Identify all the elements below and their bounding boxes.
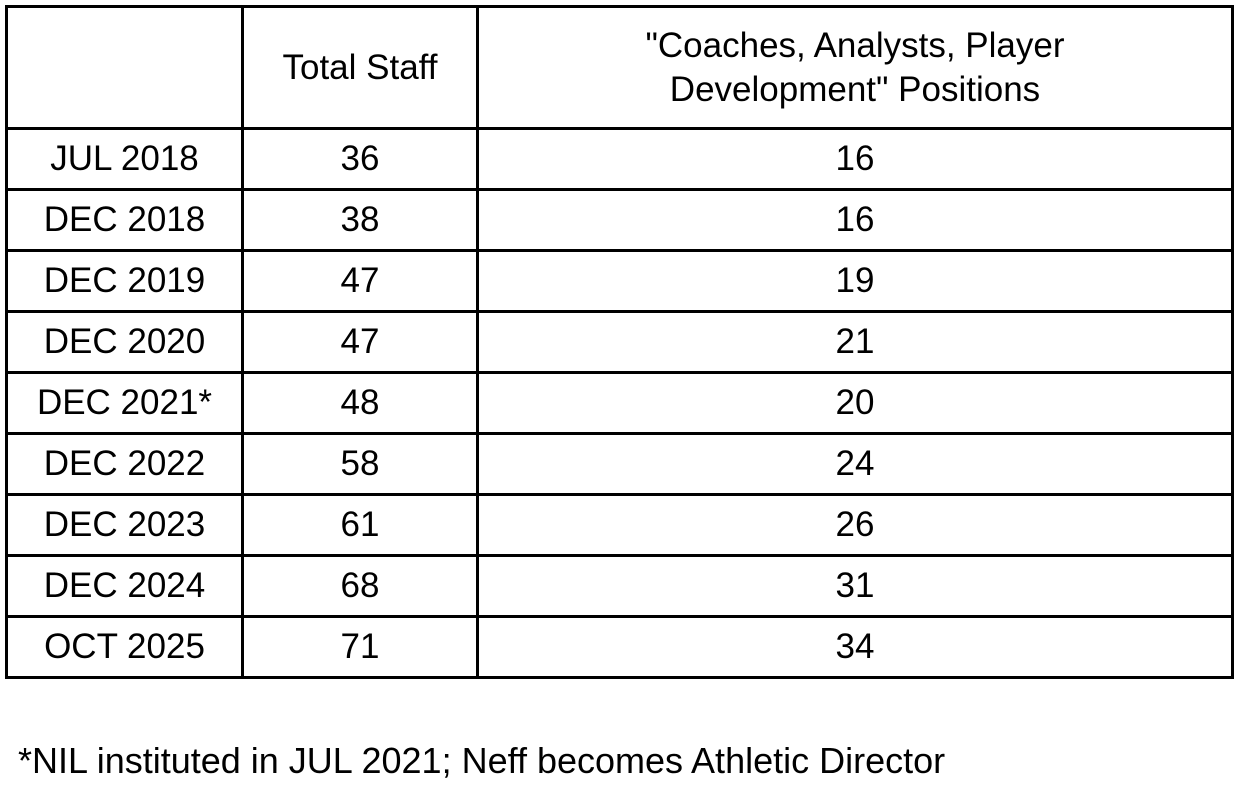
- staff-table: Total Staff "Coaches, Analysts, Player D…: [5, 5, 1234, 679]
- table-cell: DEC 2019: [5, 249, 244, 313]
- table-cell: 47: [241, 310, 479, 374]
- table-cell: 34: [476, 615, 1234, 679]
- table-cell: 19: [476, 249, 1234, 313]
- table-cell: 68: [241, 554, 479, 618]
- table-cell: JUL 2018: [5, 127, 244, 191]
- table-cell: 71: [241, 615, 479, 679]
- table-cell: DEC 2024: [5, 554, 244, 618]
- table-row: DEC 2024 68 31: [5, 554, 1234, 618]
- table-row: DEC 2021* 48 20: [5, 371, 1234, 435]
- table-body: JUL 2018 36 16 DEC 2018 38 16 DEC 2019 47 19 DEC …: [5, 127, 1234, 679]
- table-cell: 24: [476, 432, 1234, 496]
- table-cell: 36: [241, 127, 479, 191]
- table-cell: DEC 2023: [5, 493, 244, 557]
- table-cell: DEC 2022: [5, 432, 244, 496]
- table-cell: DEC 2020: [5, 310, 244, 374]
- table-cell: 20: [476, 371, 1234, 435]
- table-row: DEC 2023 61 26: [5, 493, 1234, 557]
- table-cell: 16: [476, 127, 1234, 191]
- table-row: DEC 2018 38 16: [5, 188, 1234, 252]
- table-cell: DEC 2021*: [5, 371, 244, 435]
- table-cell: 48: [241, 371, 479, 435]
- table-row: DEC 2019 47 19: [5, 249, 1234, 313]
- table-cell: DEC 2018: [5, 188, 244, 252]
- table-cell: 38: [241, 188, 479, 252]
- header-row: Total Staff "Coaches, Analysts, Player D…: [5, 5, 1234, 130]
- table-row: DEC 2022 58 24: [5, 432, 1234, 496]
- table-cell: 61: [241, 493, 479, 557]
- footnote: *NIL instituted in JUL 2021; Neff become…: [18, 740, 946, 781]
- table-row: DEC 2020 47 21: [5, 310, 1234, 374]
- header-cell: "Coaches, Analysts, Player Development" …: [476, 5, 1234, 130]
- header-text: "Coaches, Analysts, Player Development" …: [645, 25, 1065, 109]
- table-cell: 26: [476, 493, 1234, 557]
- table-row: OCT 2025 71 34: [5, 615, 1234, 679]
- table-cell: 58: [241, 432, 479, 496]
- header-cell: [5, 5, 244, 130]
- table-cell: 16: [476, 188, 1234, 252]
- table-row: JUL 2018 36 16: [5, 127, 1234, 191]
- table-cell: 21: [476, 310, 1234, 374]
- table-cell: 47: [241, 249, 479, 313]
- header-cell: Total Staff: [241, 5, 479, 130]
- table-cell: OCT 2025: [5, 615, 244, 679]
- table-cell: 31: [476, 554, 1234, 618]
